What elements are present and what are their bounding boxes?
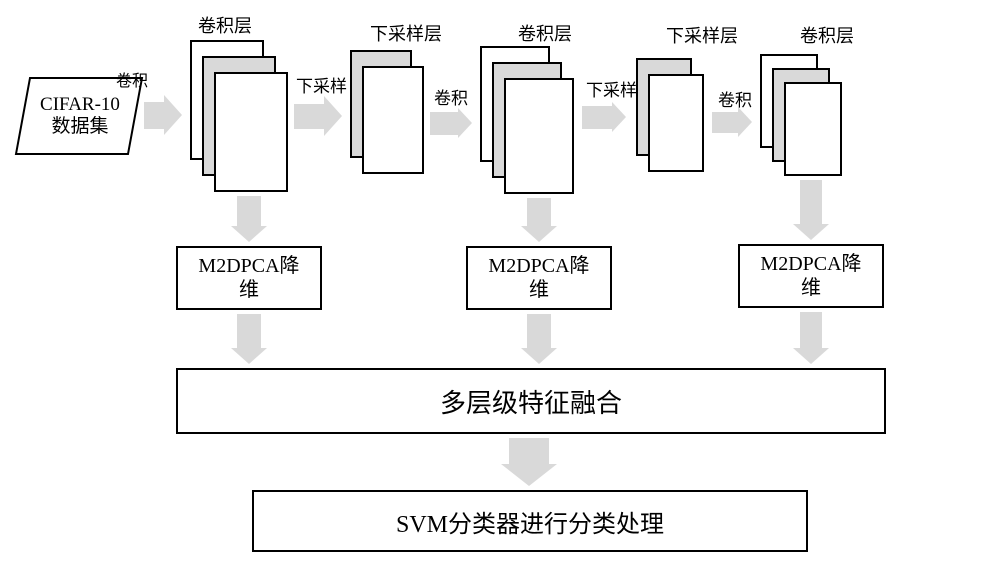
op-label-conv-2: 卷积 (434, 84, 468, 109)
pca-box-1: M2DPCA降维 (176, 246, 322, 310)
arrow-v-pca3-fusion-head (793, 348, 829, 364)
arrow-v-pca1-fusion (237, 314, 261, 348)
arrow-head-1 (324, 96, 342, 136)
arrow-v-conv2-pca-head (521, 226, 557, 242)
fusion-box: 多层级特征融合 (176, 368, 886, 434)
op-label-down-1: 下采样 (296, 72, 347, 97)
pca-box-2-label: M2DPCA降维 (479, 254, 599, 302)
op-label-conv-0: 卷积 (116, 67, 148, 91)
arrow-h-2 (430, 112, 458, 135)
arrow-head-2 (458, 108, 472, 138)
pca-box-3: M2DPCA降维 (738, 244, 884, 308)
pca-box-1-label: M2DPCA降维 (189, 254, 309, 302)
svm-box-label: SVM分类器进行分类处理 (396, 504, 664, 539)
arrow-h-4 (712, 112, 738, 133)
arrow-head-3 (612, 102, 626, 132)
conv1-plate-front (214, 72, 288, 192)
arrow-head-4 (738, 107, 752, 137)
arrow-v-pca3-fusion (800, 312, 822, 348)
layer-label-conv-1: 卷积层 (198, 12, 252, 38)
down1-plate-front (362, 66, 424, 174)
down2-plate-front (648, 74, 704, 172)
arrow-head-0 (164, 95, 182, 135)
svm-box: SVM分类器进行分类处理 (252, 490, 808, 552)
layer-label-conv-3: 卷积层 (800, 22, 854, 48)
layer-label-down-1: 下采样层 (370, 20, 442, 46)
conv2-plate-front (504, 78, 574, 194)
arrow-h-3 (582, 106, 612, 129)
arrow-v-conv1-pca-head (231, 226, 267, 242)
diagram-root: CIFAR-10数据集 卷积 卷积层 下采样 下采样层 卷积 卷积层 下采样 下… (0, 0, 1000, 580)
arrow-v-pca1-fusion-head (231, 348, 267, 364)
arrow-v-fusion-svm-head (501, 464, 557, 486)
fusion-box-label: 多层级特征融合 (440, 383, 622, 420)
pca-box-3-label: M2DPCA降维 (751, 252, 871, 300)
conv3-plate-front (784, 82, 842, 176)
layer-label-conv-2: 卷积层 (518, 20, 572, 46)
input-dataset-label: CIFAR-10数据集 (32, 94, 128, 138)
arrow-v-conv3-pca (800, 180, 822, 224)
arrow-v-pca2-fusion-head (521, 348, 557, 364)
arrow-v-fusion-svm (509, 438, 549, 464)
arrow-v-pca2-fusion (527, 314, 551, 348)
layer-label-down-2: 下采样层 (666, 22, 738, 48)
arrow-v-conv3-pca-head (793, 224, 829, 240)
arrow-v-conv2-pca (527, 198, 551, 226)
arrow-h-1 (294, 104, 324, 129)
op-label-down-2: 下采样 (586, 76, 637, 101)
arrow-h-0 (144, 102, 164, 129)
arrow-v-conv1-pca (237, 196, 261, 226)
pca-box-2: M2DPCA降维 (466, 246, 612, 310)
